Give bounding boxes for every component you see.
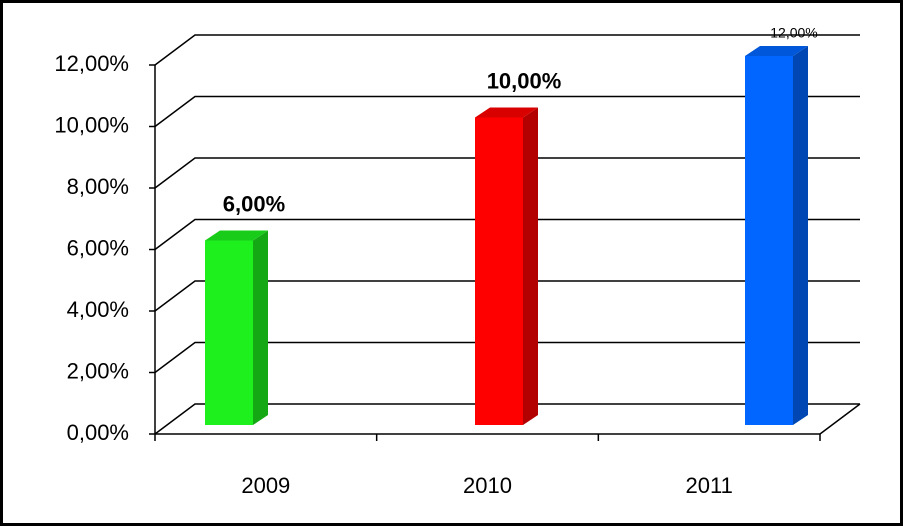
y-tick-label: 8,00% (67, 174, 129, 199)
floor-edge (819, 403, 861, 435)
x-tick-label: 2010 (463, 473, 512, 498)
bar-side (253, 230, 268, 425)
bar-side (523, 107, 538, 425)
bar-side (793, 46, 808, 425)
value-label: 12,00% (770, 25, 817, 41)
grid-line (154, 403, 860, 435)
bar-top (475, 107, 538, 118)
y-tick-label: 6,00% (67, 235, 129, 260)
x-tick-label: 2009 (241, 473, 290, 498)
bar-top (745, 46, 808, 56)
grid-line (154, 218, 860, 251)
grid-line (154, 280, 860, 312)
y-tick-label: 10,00% (54, 112, 129, 137)
y-tick-label: 2,00% (67, 358, 129, 383)
y-tick-label: 4,00% (67, 297, 129, 322)
grid-line (154, 95, 860, 128)
y-tick-label: 12,00% (54, 51, 129, 76)
value-label: 6,00% (223, 191, 285, 216)
grid-line (154, 157, 860, 189)
bar-top (205, 230, 268, 241)
y-tick-label: 0,00% (67, 420, 129, 445)
x-tick-label: 2011 (686, 473, 733, 498)
grid-line (154, 34, 860, 66)
bar (475, 117, 523, 425)
value-label: 10,00% (487, 68, 562, 93)
bar (205, 240, 253, 425)
grid-line (154, 341, 860, 374)
bar (745, 56, 793, 425)
